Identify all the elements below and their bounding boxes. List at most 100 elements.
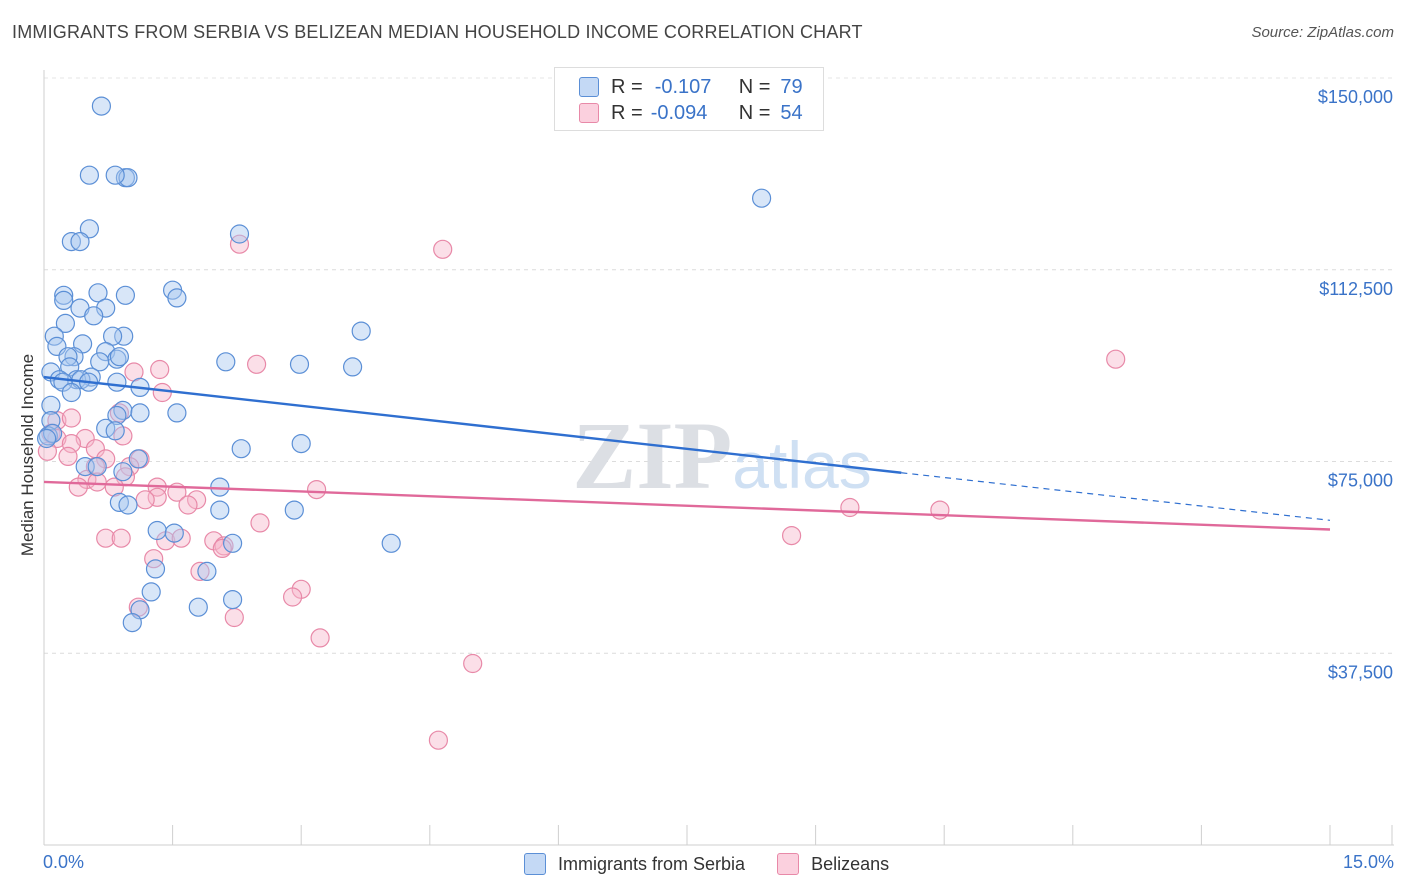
serbia-point	[107, 405, 127, 426]
y-tick-label: $112,500	[1319, 279, 1393, 299]
serbia-point	[216, 352, 236, 372]
serbia-point	[70, 232, 90, 252]
watermark: ZIPatlas	[572, 402, 871, 509]
y-tick-labels: $37,500 $75,000 $112,500 $150,000	[1318, 87, 1393, 682]
serbia-point	[107, 372, 127, 392]
grid-lines	[44, 77, 1394, 654]
y-tick-label: $150,000	[1318, 87, 1393, 107]
belize-trend-line	[43, 480, 1331, 531]
serbia-point	[41, 395, 61, 415]
legend-n-label: N =	[738, 101, 771, 124]
legend-n-value: 79	[780, 75, 803, 98]
serbia-point	[231, 439, 251, 459]
serbia-point	[42, 423, 63, 443]
serbia-trend-extension	[901, 472, 1331, 521]
belize-point	[781, 525, 802, 546]
serbia-point	[54, 290, 74, 310]
serbia-point	[751, 188, 772, 208]
belize-point	[250, 513, 270, 533]
legend-r-value: -0.094	[650, 101, 708, 124]
legend-row-belize: R = -0.094 N = 54	[579, 100, 803, 126]
serbia-point	[197, 561, 217, 582]
serbia-point	[291, 434, 311, 454]
legend-r-label: R =	[611, 101, 643, 124]
serbia-point	[61, 382, 82, 403]
belize-point	[433, 239, 453, 259]
belize-point	[463, 653, 483, 674]
serbia-point	[147, 520, 167, 541]
legend-item-serbia: Immigrants from Serbia	[524, 853, 745, 875]
chart-source: Source: ZipAtlas.com	[1251, 24, 1394, 41]
serbia-legend-swatch	[524, 853, 546, 875]
belize-point	[135, 490, 155, 510]
belize-point	[147, 487, 167, 507]
serbia-point	[114, 326, 134, 346]
belize-point	[310, 628, 330, 648]
serbia-point	[381, 533, 401, 553]
y-tick-label: $75,000	[1328, 471, 1393, 491]
belize-point	[1106, 349, 1126, 369]
serbia-point	[105, 165, 125, 185]
belize-point	[61, 434, 82, 454]
serbia-points	[36, 96, 772, 633]
serbia-point	[118, 495, 138, 515]
serbia-point	[130, 403, 150, 423]
serbia-point	[91, 96, 112, 116]
axes	[43, 70, 1394, 846]
serbia-point	[229, 224, 250, 244]
serbia-point	[79, 165, 100, 185]
legend-label-serbia: Immigrants from Serbia	[558, 853, 746, 874]
legend-n-label: N =	[738, 75, 771, 98]
serbia-point	[64, 347, 84, 367]
belize-point	[224, 607, 244, 628]
belize-point	[152, 382, 172, 403]
legend-label-belize: Belizeans	[811, 853, 890, 874]
serbia-point	[188, 597, 208, 617]
serbia-point	[88, 283, 108, 303]
serbia-point	[289, 354, 310, 374]
belize-legend-swatch	[777, 853, 800, 875]
belize-point	[61, 408, 82, 428]
legend-item-belize: Belizeans	[777, 853, 889, 875]
serbia-point	[87, 457, 107, 477]
belize-point	[247, 354, 267, 374]
belize-point	[283, 587, 303, 607]
serbia-point	[115, 285, 136, 305]
chart-title: IMMIGRANTS FROM SERBIA VS BELIZEAN MEDIA…	[12, 22, 863, 42]
serbia-point	[84, 306, 104, 326]
serbia-point	[54, 285, 74, 305]
serbia-point	[90, 352, 110, 372]
serbia-point	[36, 428, 57, 449]
legend-r-value: -0.107	[654, 75, 712, 98]
serbia-point	[223, 533, 243, 553]
belize-point	[307, 480, 327, 500]
belize-point	[190, 561, 210, 582]
serbia-point	[210, 500, 230, 520]
belize-point	[109, 403, 130, 423]
x-min-label: 0.0%	[43, 852, 85, 872]
serbia-point	[167, 403, 187, 423]
serbia-point	[351, 321, 371, 341]
belize-point	[58, 446, 78, 466]
serbia-point	[284, 500, 304, 520]
belize-point	[104, 477, 124, 497]
serbia-point	[164, 523, 184, 543]
belize-point	[178, 495, 198, 515]
serbia-point	[167, 288, 187, 308]
serbia-point	[223, 589, 243, 610]
legend-n-value: 54	[780, 101, 803, 124]
serbia-point	[128, 449, 148, 469]
belize-point	[150, 359, 170, 380]
belize-point	[840, 497, 860, 518]
serbia-point	[79, 219, 100, 239]
serbia-swatch	[579, 77, 599, 97]
correlation-legend: R = -0.107 N = 79 R = -0.094 N = 54	[554, 67, 824, 131]
belize-point	[229, 234, 250, 254]
serbia-point	[96, 298, 116, 318]
serbia-point	[113, 462, 133, 482]
belize-point	[68, 477, 88, 497]
serbia-trend-line	[43, 375, 902, 474]
belize-swatch	[579, 103, 599, 123]
belize-point	[428, 730, 448, 750]
